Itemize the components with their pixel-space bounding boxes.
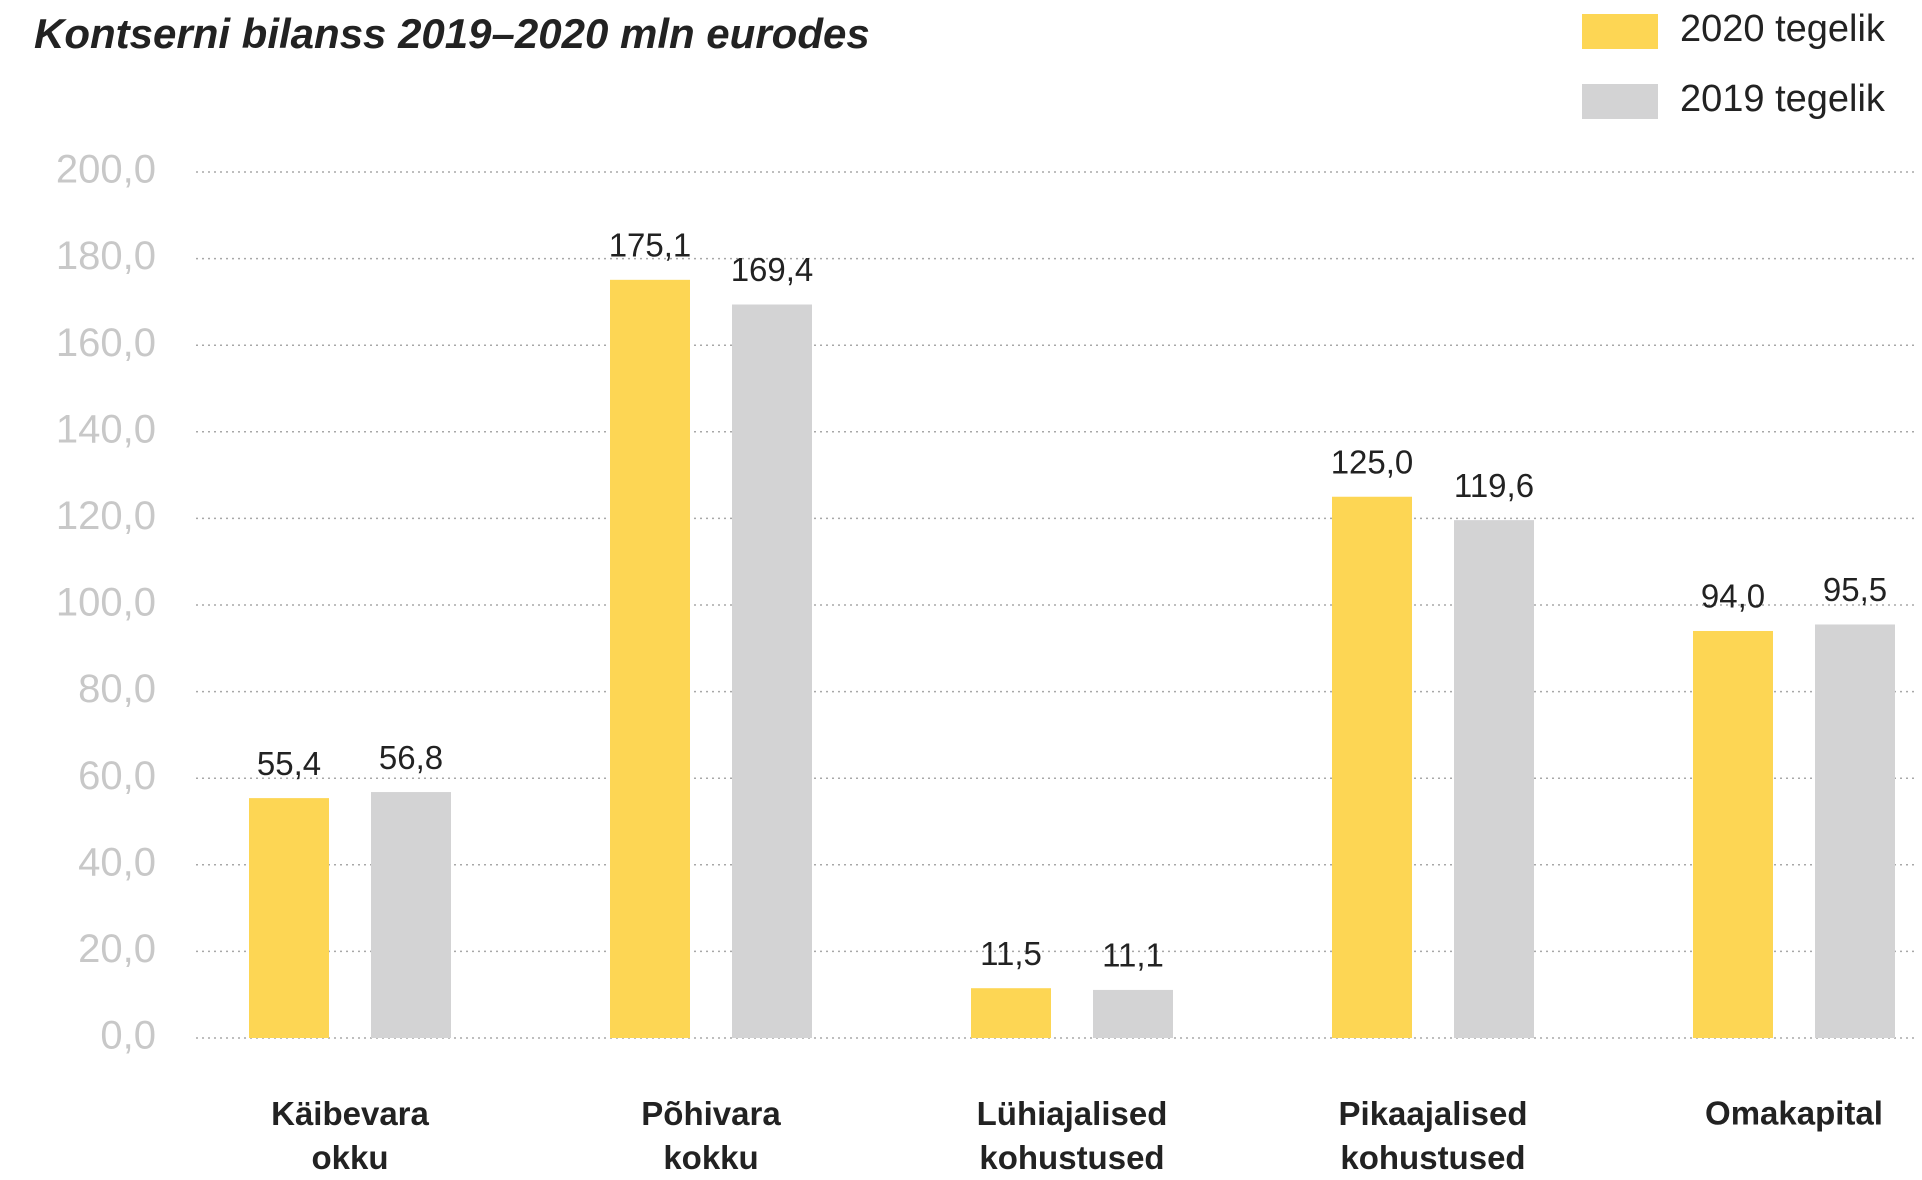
value-label: 94,0: [1701, 578, 1765, 615]
bar: [1454, 520, 1534, 1038]
value-label: 55,4: [257, 745, 321, 782]
chart-title: Kontserni bilanss 2019–2020 mln eurodes: [34, 10, 870, 57]
legend-swatch: [1582, 84, 1658, 119]
y-tick-label: 160,0: [56, 321, 156, 365]
y-tick-label: 100,0: [56, 581, 156, 625]
value-label: 175,1: [609, 227, 692, 264]
y-tick-label: 120,0: [56, 494, 156, 538]
value-label: 11,1: [1102, 937, 1164, 974]
value-label: 169,4: [731, 251, 814, 288]
legend-swatch: [1582, 14, 1658, 49]
x-tick-label: Pikaajalised kohustused: [1339, 1095, 1528, 1176]
bar: [1693, 630, 1773, 1038]
legend-label: 2019 tegelik: [1680, 78, 1886, 120]
bar: [1093, 989, 1173, 1038]
bar: [1332, 496, 1412, 1038]
y-tick-label: 80,0: [78, 667, 156, 711]
value-label: 11,5: [980, 935, 1042, 972]
bar: [371, 792, 451, 1038]
y-tick-label: 140,0: [56, 407, 156, 451]
x-tick-label: Lühiajalised kohustused: [977, 1095, 1168, 1176]
value-label: 125,0: [1331, 443, 1414, 480]
x-tick-label: Omakapital: [1705, 1095, 1883, 1132]
value-label: 119,6: [1454, 467, 1534, 504]
x-tick-label: Käibevara okku: [271, 1095, 429, 1176]
bar: [732, 304, 812, 1038]
y-tick-label: 200,0: [56, 148, 156, 192]
legend-label: 2020 tegelik: [1680, 8, 1886, 50]
y-tick-label: 20,0: [78, 927, 156, 971]
bar: [971, 988, 1051, 1038]
value-label: 95,5: [1823, 571, 1887, 608]
bar: [249, 798, 329, 1038]
y-tick-label: 180,0: [56, 234, 156, 278]
x-tick-label: Põhivara kokku: [641, 1095, 781, 1176]
bar: [610, 279, 690, 1038]
y-tick-label: 40,0: [78, 840, 156, 884]
y-tick-label: 0,0: [100, 1014, 156, 1058]
y-tick-label: 60,0: [78, 754, 156, 798]
bar: [1815, 624, 1895, 1038]
value-label: 56,8: [379, 739, 443, 776]
